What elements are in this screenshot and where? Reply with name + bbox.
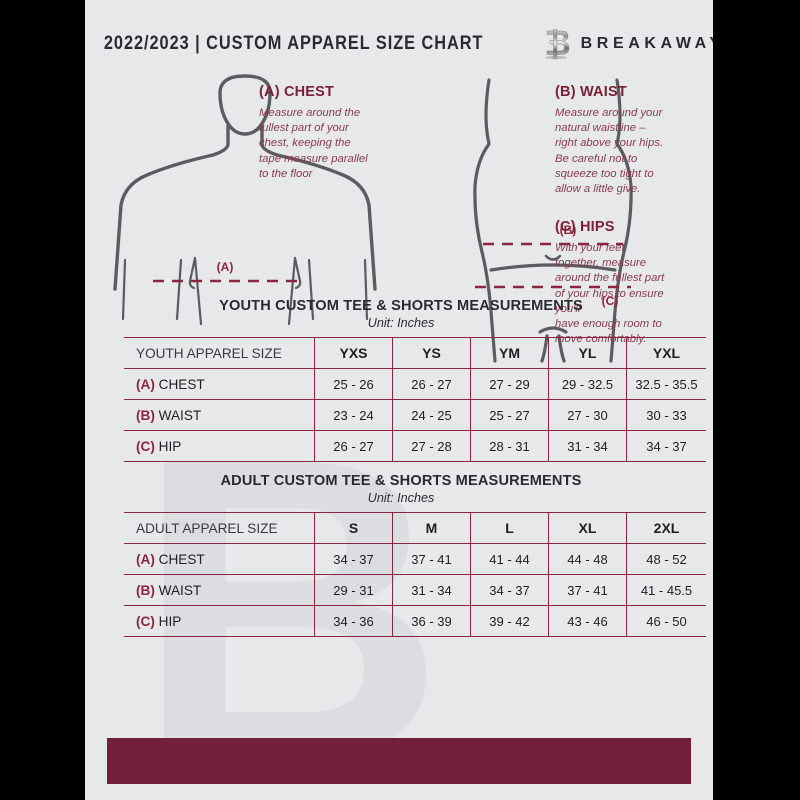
table-cell: 37 - 41 [392, 543, 471, 575]
youth-table-header-row: YOUTH APPAREL SIZE YXS YS YM YL YXL [124, 337, 706, 369]
hip-marker-label: (C) [602, 294, 619, 308]
table-cell: 29 - 31 [314, 574, 393, 606]
adult-column-header-l: L [470, 512, 549, 544]
adult-table-body: ADULT APPAREL SIZE S M L XL 2XL (A) CHEST 34 - … [124, 512, 706, 637]
table-cell: 44 - 48 [548, 543, 627, 575]
table-cell: 32.5 - 35.5 [626, 368, 706, 400]
breakaway-b-monogram-icon [544, 29, 569, 60]
chest-marker-label: (A) [217, 260, 234, 274]
table-cell: 34 - 37 [470, 574, 549, 606]
adult-row-header-label: ADULT APPAREL SIZE [124, 512, 315, 544]
youth-table-unit: Unit: Inches [367, 316, 435, 330]
table-cell: 48 - 52 [626, 543, 706, 575]
table-cell: 36 - 39 [392, 605, 471, 637]
table-row: (A) CHEST 34 - 37 37 - 41 41 - 44 44 - 48 48 … [124, 543, 706, 575]
adult-row-label-chest: (A) CHEST [124, 543, 315, 575]
table-cell: 41 - 45.5 [626, 574, 706, 606]
adult-row-label-waist: (B) WAIST [124, 574, 315, 606]
table-row: (B) WAIST 23 - 24 24 - 25 25 - 27 27 - 30 30 … [124, 399, 706, 431]
size-chart-page: B 2022/2023 | CUSTOM APPAREL SIZE CHART [85, 0, 713, 800]
adult-column-header-xl: XL [548, 512, 627, 544]
measure-tag: (A) [136, 376, 155, 392]
table-cell: 27 - 30 [548, 399, 627, 431]
table-cell: 37 - 41 [548, 574, 627, 606]
table-cell: 34 - 37 [626, 430, 706, 462]
table-cell: 31 - 34 [392, 574, 471, 606]
youth-column-header-yl: YL [548, 337, 627, 369]
table-cell: 41 - 44 [470, 543, 549, 575]
callout-waist-body: Measure around your natural waistline – … [555, 107, 664, 196]
table-cell: 23 - 24 [314, 399, 393, 431]
adult-size-table: ADULT APPAREL SIZE S M L XL 2XL (A) CHEST 34 - … [124, 512, 706, 637]
measure-tag: (C) [136, 438, 155, 454]
youth-column-header-ys: YS [392, 337, 471, 369]
adult-column-header-m: M [392, 512, 471, 544]
table-cell: 29 - 32.5 [548, 368, 627, 400]
table-cell: 46 - 50 [626, 605, 706, 637]
youth-row-header-label: YOUTH APPAREL SIZE [124, 337, 315, 369]
table-cell: 34 - 36 [314, 605, 393, 637]
table-row: (C) HIP 26 - 27 27 - 28 28 - 31 31 - 34 34 - … [124, 430, 706, 462]
measure-tag: (B) [136, 407, 155, 423]
youth-size-block: YOUTH CUSTOM TEE & SHORTS MEASUREMENTS U… [124, 298, 706, 462]
table-cell: 28 - 31 [470, 430, 549, 462]
table-cell: 25 - 27 [470, 399, 549, 431]
navel-icon [544, 254, 562, 261]
adult-column-header-2xl: 2XL [626, 512, 706, 544]
callout-chest-title: (A) CHEST [259, 84, 335, 100]
table-cell: 34 - 37 [314, 543, 393, 575]
table-row: (C) HIP 34 - 36 36 - 39 39 - 42 43 - 46 46 - … [124, 605, 706, 637]
upper-body-torso-illustration [113, 74, 377, 291]
adult-table-unit: Unit: Inches [367, 491, 435, 505]
adult-table-header-row: ADULT APPAREL SIZE S M L XL 2XL [124, 512, 706, 544]
waist-marker-label: (B) [560, 223, 577, 237]
table-cell: 26 - 27 [314, 430, 393, 462]
brand-logo: BREAKAWAY [541, 28, 713, 60]
page-title: 2022/2023 | CUSTOM APPAREL SIZE CHART [104, 33, 484, 54]
table-row: (B) WAIST 29 - 31 31 - 34 34 - 37 37 - 41 41 … [124, 574, 706, 606]
youth-column-header-yxl: YXL [626, 337, 706, 369]
table-cell: 43 - 46 [548, 605, 627, 637]
callout-chest-body: Measure around the fullest part of your … [259, 107, 368, 180]
adult-column-header-s: S [314, 512, 393, 544]
youth-size-table: YOUTH APPAREL SIZE YXS YS YM YL YXL (A) CHEST 2… [124, 337, 706, 462]
table-cell: 24 - 25 [392, 399, 471, 431]
table-cell: 31 - 34 [548, 430, 627, 462]
adult-row-label-hip: (C) HIP [124, 605, 315, 637]
youth-column-header-ym: YM [470, 337, 549, 369]
table-cell: 26 - 27 [392, 368, 471, 400]
callout-waist: (B) WAIST Measure around your natural wa… [555, 84, 695, 197]
youth-column-header-yxs: YXS [314, 337, 393, 369]
youth-row-label-hip: (C) HIP [124, 430, 315, 462]
measure-tag: (C) [136, 613, 155, 629]
callout-waist-title: (B) WAIST [555, 84, 627, 100]
adult-table-title: ADULT CUSTOM TEE & SHORTS MEASUREMENTS [220, 473, 582, 489]
measure-tag: (B) [136, 582, 155, 598]
table-cell: 27 - 29 [470, 368, 549, 400]
upper-body-lower-edges [121, 256, 369, 326]
callout-hips-title: (C) HIPS [555, 219, 615, 235]
table-cell: 39 - 42 [470, 605, 549, 637]
table-cell: 25 - 26 [314, 368, 393, 400]
page-header: 2022/2023 | CUSTOM APPAREL SIZE CHART [85, 26, 713, 62]
youth-row-label-waist: (B) WAIST [124, 399, 315, 431]
table-cell: 27 - 28 [392, 430, 471, 462]
callout-chest: (A) CHEST Measure around the fullest par… [259, 84, 397, 182]
youth-table-body: YOUTH APPAREL SIZE YXS YS YM YL YXL (A) CHEST 2… [124, 337, 706, 462]
measure-tag: (A) [136, 551, 155, 567]
youth-table-title: YOUTH CUSTOM TEE & SHORTS MEASUREMENTS [219, 298, 583, 314]
brand-name: BREAKAWAY [580, 35, 713, 52]
youth-row-label-chest: (A) CHEST [124, 368, 315, 400]
table-cell: 30 - 33 [626, 399, 706, 431]
table-row: (A) CHEST 25 - 26 26 - 27 27 - 29 29 - 32.5 3… [124, 368, 706, 400]
footer-bar [107, 738, 691, 784]
adult-size-block: ADULT CUSTOM TEE & SHORTS MEASUREMENTS U… [124, 473, 706, 637]
